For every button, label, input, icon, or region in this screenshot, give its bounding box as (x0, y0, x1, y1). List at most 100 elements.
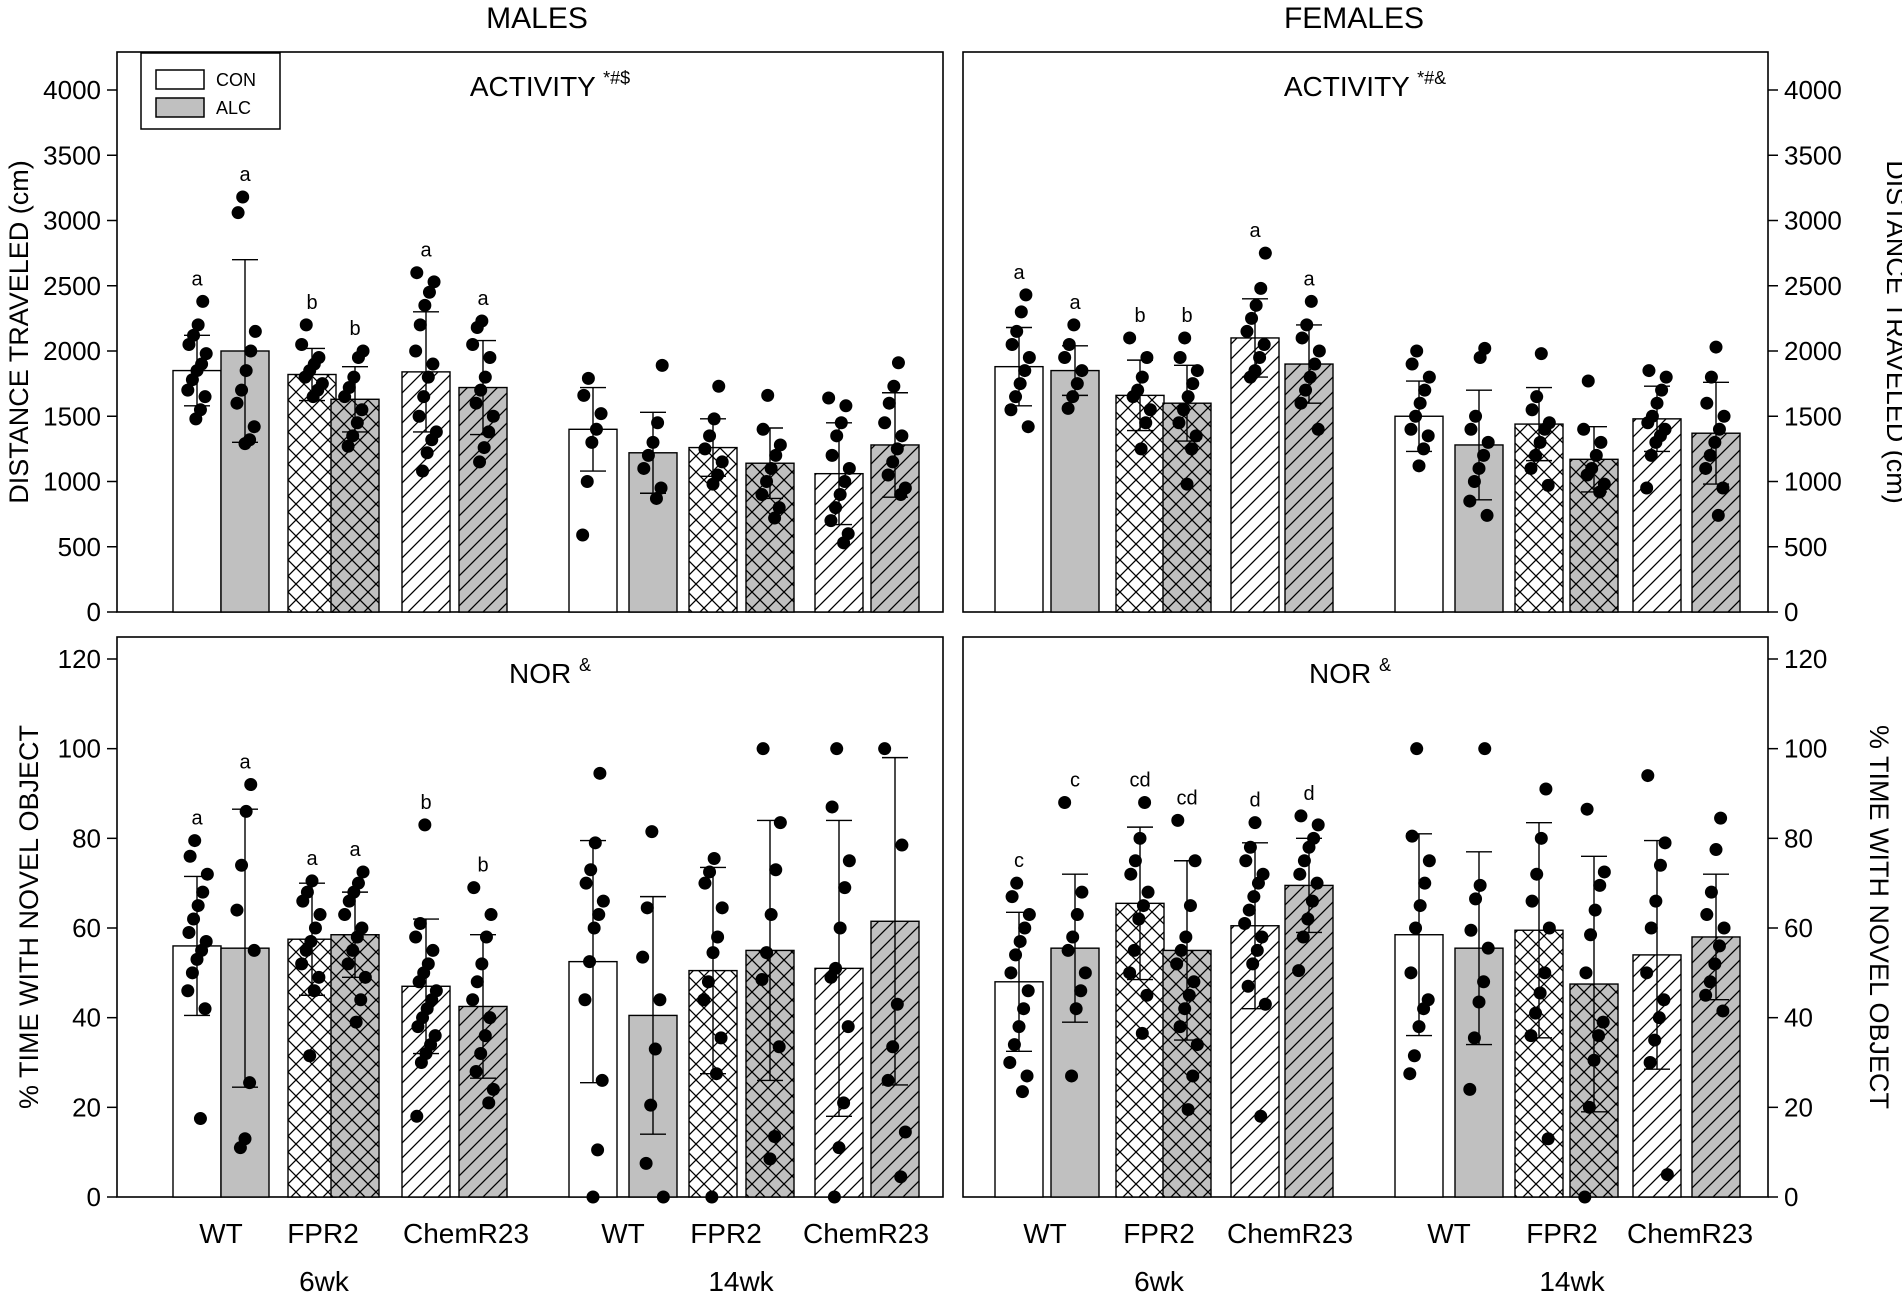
data-point (235, 858, 249, 872)
data-point (412, 409, 426, 423)
x-label-males-14wk-chemr23: ChemR23 (803, 1218, 929, 1249)
data-point (1251, 876, 1265, 890)
data-point (1579, 966, 1593, 980)
data-point (698, 876, 712, 890)
significance-letter: a (349, 839, 361, 861)
data-point (1407, 1049, 1421, 1063)
data-point (1132, 912, 1146, 926)
data-point (410, 266, 424, 280)
data-point (1004, 403, 1018, 417)
legend-swatch-con (155, 69, 205, 90)
data-point (706, 477, 720, 491)
panel-males-activity: 0 500 1000 1500 2000 2500 3000 3500 4000 DISTANCE… (4, 51, 944, 627)
data-point (895, 838, 909, 852)
data-point (1018, 921, 1032, 935)
data-point (1020, 1069, 1034, 1083)
significance-letter: a (239, 752, 251, 774)
data-point (712, 379, 726, 393)
data-point (577, 388, 591, 402)
y-tick-label: 1000 (1784, 467, 1842, 497)
data-point (349, 1015, 363, 1029)
data-point (587, 921, 601, 935)
data-point (427, 275, 441, 289)
data-point (1643, 1056, 1657, 1069)
data-point (842, 854, 856, 868)
data-point (824, 514, 838, 528)
panel-title-superscript: *#$ (603, 68, 630, 88)
data-point (1293, 867, 1307, 881)
data-point (707, 412, 721, 426)
data-point (1534, 347, 1548, 361)
data-point (703, 429, 717, 443)
y-tick-label: 0 (87, 1182, 101, 1212)
data-point (298, 370, 312, 384)
data-point (1703, 448, 1717, 462)
plot-frame (116, 51, 944, 613)
data-point (470, 321, 484, 335)
data-point (466, 337, 480, 351)
data-point (244, 344, 258, 358)
data-point (1308, 357, 1322, 371)
data-point (760, 946, 774, 960)
significance-letter: d (1249, 790, 1260, 812)
data-point (1243, 370, 1257, 384)
y-tick-label: 120 (1784, 644, 1827, 674)
legend: CON ALC (140, 52, 281, 130)
data-point (1312, 344, 1326, 358)
significance-letter: b (420, 792, 431, 814)
data-point (890, 997, 904, 1011)
data-point (886, 455, 900, 469)
data-point (1065, 1069, 1079, 1083)
data-point (832, 1141, 846, 1155)
significance-letter: a (239, 164, 251, 186)
data-point (1300, 318, 1314, 332)
y-tick-label: 40 (72, 1003, 101, 1033)
data-point (1409, 921, 1423, 935)
data-point (1062, 337, 1076, 351)
data-point (755, 488, 769, 502)
data-point (1294, 396, 1308, 410)
data-point (1013, 934, 1027, 948)
data-point (1136, 899, 1150, 913)
data-point (586, 1190, 600, 1204)
data-point (412, 975, 426, 989)
data-point (354, 993, 368, 1007)
data-point (414, 1056, 428, 1069)
panel-males-nor: 0 20 40 60 80 100 120 % TIME WITH NOVEL OBJECT N… (14, 636, 944, 1212)
plot-frame (962, 636, 1769, 1198)
data-point (1422, 854, 1436, 868)
data-point (1075, 885, 1089, 899)
data-point (1587, 1053, 1601, 1067)
data-point (182, 925, 196, 939)
data-point (181, 383, 195, 397)
data-point (247, 943, 261, 957)
data-point (305, 874, 319, 888)
data-point (188, 834, 202, 848)
data-point (196, 294, 210, 308)
data-point (1413, 899, 1427, 913)
data-point (639, 1156, 653, 1170)
data-point (181, 984, 195, 998)
data-point (422, 285, 436, 299)
data-point (426, 943, 440, 957)
data-point (1021, 420, 1035, 434)
y-tick-label: 0 (87, 597, 101, 627)
data-point (1410, 742, 1424, 756)
data-point (1412, 459, 1426, 473)
data-point (1529, 1006, 1543, 1020)
y-tick-label: 0 (1784, 597, 1798, 627)
data-point (1467, 475, 1481, 488)
data-point (1140, 988, 1154, 1002)
data-point (648, 1042, 662, 1056)
significance-letter: d (1303, 783, 1314, 805)
y-tick-label: 4000 (43, 75, 101, 105)
significance-letter: a (191, 268, 203, 290)
data-point (882, 396, 896, 410)
data-point (1139, 416, 1153, 430)
x-group-females-6wk: 6wk (1134, 1266, 1185, 1292)
data-point (764, 908, 778, 922)
data-point (1418, 876, 1432, 890)
data-point (1412, 1020, 1426, 1034)
data-point (1296, 930, 1310, 944)
data-point (1179, 930, 1193, 944)
